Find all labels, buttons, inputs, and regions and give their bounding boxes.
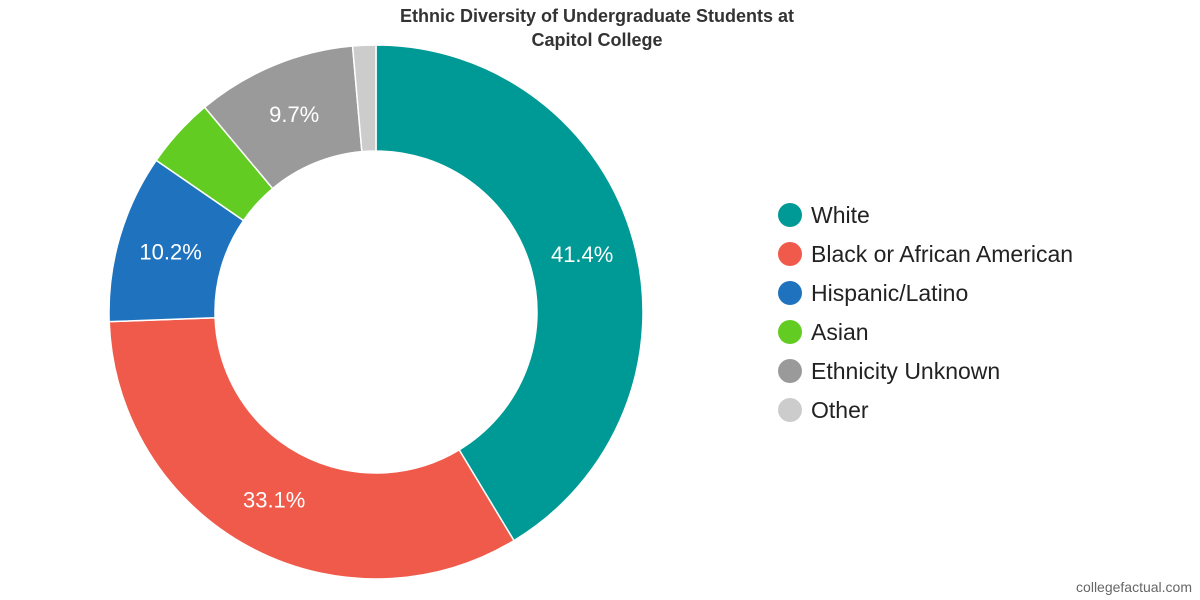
legend-label-other: Other <box>811 397 869 423</box>
chart-title-line-1: Ethnic Diversity of Undergraduate Studen… <box>400 6 794 26</box>
slice-other <box>351 44 377 153</box>
slice-label-ethnicity-unknown: 9.7% <box>269 102 319 127</box>
donut-slices <box>108 44 644 580</box>
slice-label-hispanic-latino: 10.2% <box>139 240 201 265</box>
legend-swatch-hispanic-latino <box>778 281 802 305</box>
slice-label-white: 41.4% <box>551 242 613 267</box>
legend: White Black or African American Hispanic/L… <box>778 202 1073 423</box>
legend-label-white: White <box>811 202 870 228</box>
watermark: collegefactual.com <box>1076 579 1192 595</box>
legend-swatch-other <box>778 398 802 422</box>
legend-swatch-white <box>778 203 802 227</box>
legend-swatch-ethnicity-unknown <box>778 359 802 383</box>
legend-label-black-or-african-american: Black or African American <box>811 241 1073 267</box>
slice-labels: 41.4% 33.1% 10.2% 9.7% <box>139 102 613 513</box>
legend-label-ethnicity-unknown: Ethnicity Unknown <box>811 358 1000 384</box>
slice-label-black-or-african-american: 33.1% <box>243 488 305 513</box>
chart-title-line-2: Capitol College <box>531 30 662 50</box>
slice-white <box>375 44 644 542</box>
legend-label-asian: Asian <box>811 319 869 345</box>
legend-label-hispanic-latino: Hispanic/Latino <box>811 280 968 306</box>
slice-black-or-african-american <box>108 317 515 580</box>
legend-swatch-black-or-african-american <box>778 242 802 266</box>
legend-swatch-asian <box>778 320 802 344</box>
